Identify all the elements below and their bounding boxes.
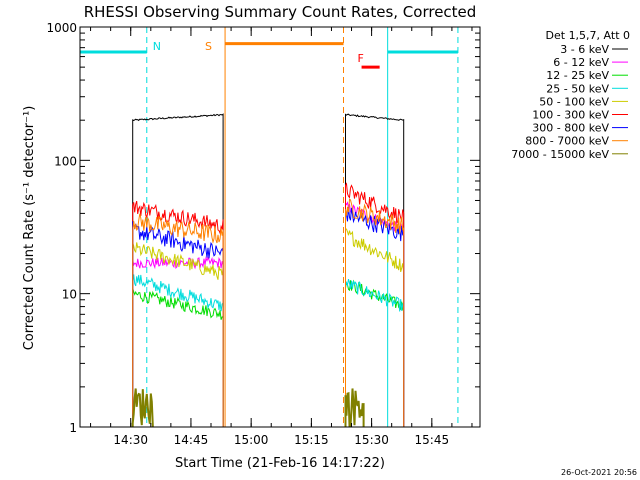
y-tick-label: 1000 <box>46 21 77 35</box>
y-tick-label: 1 <box>69 421 77 435</box>
x-tick-label: 15:15 <box>294 433 329 447</box>
legend-label-25-50-kev: 25 - 50 keV <box>546 82 609 95</box>
series-50-100-kev <box>132 242 224 427</box>
legend-label-12-25-kev: 12 - 25 keV <box>546 69 609 82</box>
series-7000-15000-kev <box>131 388 154 427</box>
x-tick-label: 14:45 <box>174 433 209 447</box>
series-6-12-kev <box>132 256 224 427</box>
annotation-f: F <box>358 52 364 65</box>
series-3-6-kev <box>345 113 405 427</box>
series-800-7000-kev <box>345 198 405 427</box>
timestamp-label: 26-Oct-2021 20:56 <box>561 468 637 477</box>
x-tick-label: 15:45 <box>415 433 450 447</box>
legend-label-100-300-kev: 100 - 300 keV <box>532 109 609 122</box>
series-6-12-kev <box>345 201 405 427</box>
x-tick-label: 15:30 <box>354 433 389 447</box>
series-12-25-kev <box>132 287 224 427</box>
plot-frame <box>79 26 481 428</box>
x-tick-label: 15:00 <box>234 433 269 447</box>
legend-label-3-6-kev: 3 - 6 keV <box>560 43 609 56</box>
legend-label-300-800-kev: 300 - 800 keV <box>532 122 609 135</box>
legend-label-800-7000-kev: 800 - 7000 keV <box>525 135 609 148</box>
series-3-6-kev <box>132 113 224 427</box>
series-layer <box>131 113 405 428</box>
annotations-layer: N SF <box>153 40 364 65</box>
series-300-800-kev <box>132 221 224 427</box>
series-7000-15000-kev <box>344 388 365 428</box>
series-800-7000-kev <box>132 213 224 427</box>
y-tick-label: 10 <box>62 288 77 302</box>
x-tick-label: 14:30 <box>113 433 148 447</box>
chart-title: RHESSI Observing Summary Count Rates, Co… <box>84 3 477 21</box>
x-axis-label: Start Time (21-Feb-16 14:17:22) <box>175 456 385 471</box>
series-100-300-kev <box>345 182 405 427</box>
annotation-n: N <box>153 40 161 53</box>
legend-title: Det 1,5,7, Att 0 <box>546 29 630 42</box>
series-25-50-kev <box>345 278 405 427</box>
legend-label-50-100-kev: 50 - 100 keV <box>539 95 609 108</box>
flag-bars-layer <box>80 42 458 69</box>
annotation-s: S <box>205 40 212 53</box>
axes-layer: 14:30 14:45 15:00 15:15 15:30 15:45 1 10 100 1000 <box>46 21 481 447</box>
series-25-50-kev <box>132 274 224 427</box>
y-tick-label: 100 <box>54 154 77 168</box>
legend-label-7000-15000-kev: 7000 - 15000 keV <box>511 148 609 161</box>
series-50-100-kev <box>345 228 405 427</box>
series-300-800-kev <box>345 207 405 427</box>
y-axis-label: Corrected Count Rate (s⁻¹ detector⁻¹) <box>22 106 37 351</box>
legend-label-6-12-kev: 6 - 12 keV <box>553 56 609 69</box>
